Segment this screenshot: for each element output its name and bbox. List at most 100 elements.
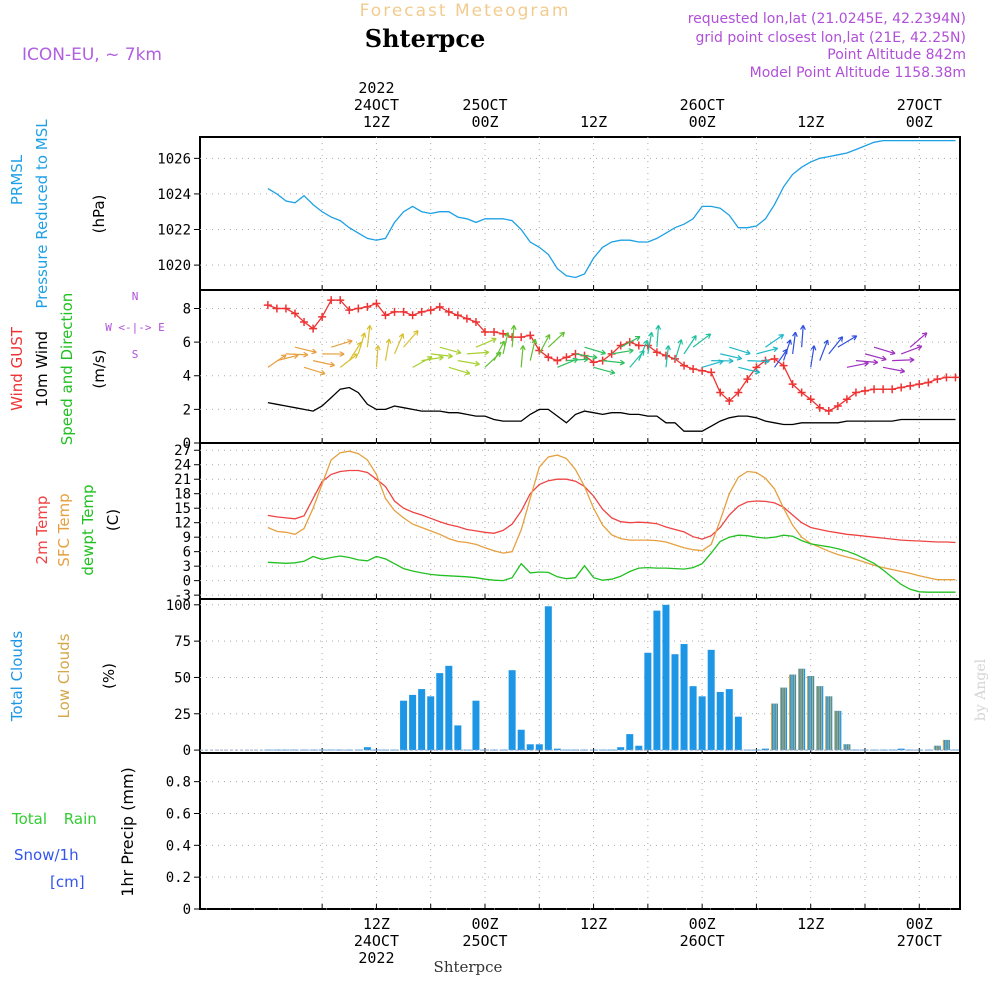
gust-marker xyxy=(888,385,897,394)
gust-marker xyxy=(824,407,833,416)
wind-direction-arrow xyxy=(647,331,654,354)
total-cloud-bar xyxy=(698,696,706,751)
wind-direction-arrow xyxy=(294,346,317,355)
time-label-top: 00Z xyxy=(906,113,933,131)
gust-marker xyxy=(779,361,788,370)
compass-n: N xyxy=(132,290,139,303)
ytick-label: 0 xyxy=(183,743,191,759)
total-cloud-bar xyxy=(617,747,625,751)
gust-marker xyxy=(770,354,779,363)
wind-direction-arrow xyxy=(665,345,671,368)
sfc-temp-label: SFC Temp xyxy=(55,493,73,566)
wind-direction-arrow xyxy=(484,351,502,368)
gust-marker xyxy=(734,388,743,397)
time-label-bottom: 12Z xyxy=(363,915,390,933)
time-label-top: 00Z xyxy=(689,113,716,131)
time-label-bottom: 27OCT xyxy=(897,932,942,950)
gust-marker xyxy=(680,361,689,370)
ytick-label: 15 xyxy=(174,501,191,517)
gust-marker xyxy=(879,385,888,394)
ytick-label: 12 xyxy=(174,516,191,532)
wind-direction-arrow xyxy=(538,333,551,355)
gust-marker xyxy=(924,378,933,387)
wind-direction-arrow xyxy=(584,346,607,356)
gust-marker xyxy=(906,381,915,390)
wind-dir-label: Speed and Direction xyxy=(58,293,76,446)
gust-marker xyxy=(481,328,489,337)
t2m-line xyxy=(267,469,956,544)
total-cloud-bar xyxy=(309,749,317,751)
gust-marker xyxy=(263,301,272,310)
wind-direction-arrow xyxy=(448,366,471,376)
panel-frame-temperature xyxy=(199,442,961,600)
c-unit: (C) xyxy=(104,509,122,531)
wind-direction-arrow xyxy=(747,358,770,365)
ytick-label: 3 xyxy=(183,559,191,575)
gust-marker xyxy=(372,299,381,308)
wind-direction-arrow xyxy=(529,338,538,361)
ytick-label: 0.4 xyxy=(166,838,191,854)
wind-direction-arrow xyxy=(756,346,779,355)
gust-marker xyxy=(815,403,824,412)
wind-direction-arrow xyxy=(357,332,367,355)
gust-marker xyxy=(517,333,526,342)
gust-marker xyxy=(942,373,951,382)
total-cloud-bar xyxy=(526,744,534,751)
wind-direction-arrow xyxy=(267,354,287,368)
time-label-top: 24OCT xyxy=(354,96,399,114)
wind-direction-arrow xyxy=(620,335,641,348)
wind-direction-arrow xyxy=(384,338,392,361)
time-label-top: 2022 xyxy=(358,79,394,97)
wind-direction-arrow xyxy=(810,345,817,368)
wind-direction-arrow xyxy=(846,361,869,368)
wind-direction-arrow xyxy=(873,346,896,356)
dewpoint-line xyxy=(267,534,956,593)
ytick-label: 100 xyxy=(166,598,191,614)
total-cloud-bar xyxy=(508,670,516,751)
total-cloud-bar xyxy=(942,739,950,751)
wind-direction-arrow xyxy=(892,357,915,363)
panel-frame-precip xyxy=(199,752,961,910)
time-label-bottom: 24OCT xyxy=(354,932,399,950)
total-cloud-bar xyxy=(490,749,498,751)
t2m-label: 2m Temp xyxy=(33,496,51,565)
panel-frame-wind xyxy=(199,289,961,444)
time-label-top: 00Z xyxy=(471,113,498,131)
total-cloud-bar xyxy=(689,686,697,751)
wind-direction-arrow xyxy=(366,324,373,348)
wind-direction-arrow xyxy=(575,353,598,360)
gust-marker xyxy=(462,314,471,323)
total-cloud-bar xyxy=(816,686,824,751)
ytick-label: 0.2 xyxy=(166,870,191,886)
wind-direction-arrow xyxy=(566,356,589,363)
time-label-top: 12Z xyxy=(580,113,607,131)
gust-marker xyxy=(707,368,716,377)
model-altitude: Model Point Altitude 1158.38m xyxy=(750,65,966,81)
ytick-label: 25 xyxy=(174,707,191,723)
wind-direction-arrow xyxy=(655,324,662,348)
total-cloud-bar xyxy=(662,604,670,751)
gust-marker xyxy=(933,375,942,384)
ytick-label: 1024 xyxy=(157,187,191,203)
wind-direction-arrow xyxy=(439,346,462,355)
gust-marker xyxy=(309,324,318,333)
wind-direction-arrow xyxy=(421,354,444,362)
ms-unit: (m/s) xyxy=(90,349,108,388)
ytick-label: 4 xyxy=(183,369,191,385)
gust-marker xyxy=(689,365,698,374)
ytick-label: 75 xyxy=(174,634,191,650)
total-cloud-bar xyxy=(771,703,779,751)
pressure-label: Pressure Reduced to MSL xyxy=(33,119,51,309)
total-cloud-bar xyxy=(843,744,851,751)
ytick-label: 8 xyxy=(183,301,191,317)
wind-direction-arrow xyxy=(711,357,734,364)
gust-marker xyxy=(842,395,851,404)
total-cloud-bar xyxy=(789,674,797,751)
gust-marker xyxy=(526,331,535,340)
snow-label: Snow/1h xyxy=(14,846,79,864)
wind-direction-arrow xyxy=(765,334,785,348)
gust-marker xyxy=(327,296,336,305)
wind-direction-arrow xyxy=(729,346,751,356)
total-cloud-bar xyxy=(354,749,362,751)
